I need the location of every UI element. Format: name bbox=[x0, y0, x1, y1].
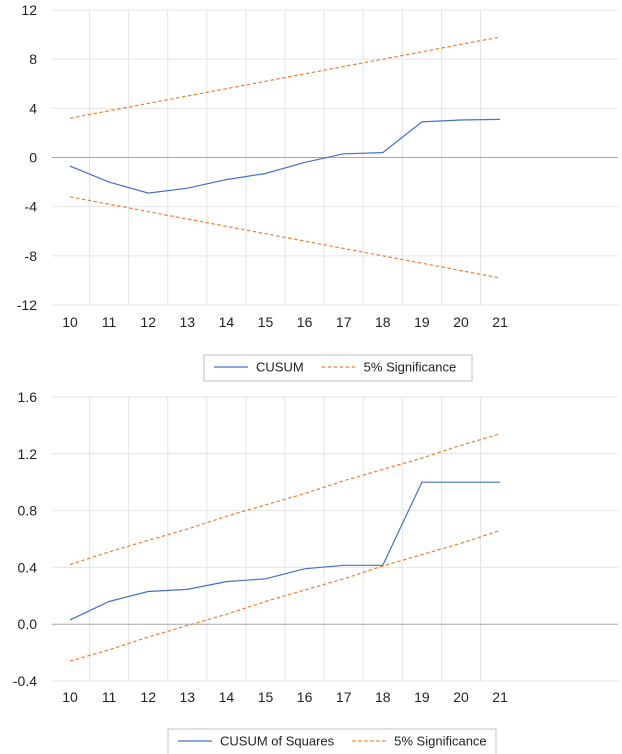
series-line bbox=[69, 118, 501, 194]
y-tick-label: 1.2 bbox=[18, 446, 38, 462]
x-tick-label: 12 bbox=[140, 689, 156, 705]
cusum-of-squares-chart: 1.6 1.2 0.8 0.4 0.0 -0.4 10 11 12 13 14 15 16 17 18 19 2… bbox=[13, 389, 618, 754]
legend-label: 5% Significance bbox=[394, 734, 487, 749]
x-tick-label: 15 bbox=[258, 689, 274, 705]
y-tick-label: 0.4 bbox=[18, 559, 38, 575]
x-tick-label: 20 bbox=[453, 689, 469, 705]
y-tick-label: 0.0 bbox=[18, 616, 38, 632]
x-tick-label: 18 bbox=[375, 689, 391, 705]
y-tick-label: -12 bbox=[17, 297, 37, 313]
y-tick-label: -4 bbox=[25, 199, 38, 215]
series-line bbox=[69, 481, 501, 621]
legend-box bbox=[203, 354, 473, 382]
x-tick-label: 11 bbox=[102, 689, 117, 705]
x-tick-label: 15 bbox=[258, 314, 274, 330]
legend-label: CUSUM of Squares bbox=[220, 734, 335, 749]
x-tick-label: 10 bbox=[62, 689, 78, 705]
x-tick-label: 16 bbox=[297, 314, 313, 330]
x-tick-label: 14 bbox=[219, 314, 235, 330]
x-tick-label: 20 bbox=[453, 314, 469, 330]
x-tick-label: 11 bbox=[102, 314, 117, 330]
x-tick-label: 18 bbox=[375, 314, 391, 330]
significance-bound-line bbox=[69, 36, 501, 119]
y-tick-label: 1.6 bbox=[18, 389, 38, 405]
x-tick-label: 13 bbox=[180, 689, 196, 705]
y-tick-label: 8 bbox=[29, 51, 37, 67]
x-tick-label: 17 bbox=[336, 314, 352, 330]
significance-bound-line bbox=[69, 196, 501, 279]
y-tick-label: 4 bbox=[29, 100, 37, 116]
y-tick-label: 12 bbox=[21, 2, 37, 18]
cusum-chart: 12 8 4 0 -4 -8 -12 10 11 12 13 14 15 16 17 18 19 20 21 CUSU… bbox=[17, 2, 618, 382]
x-tick-label: 17 bbox=[336, 689, 352, 705]
legend-label: 5% Significance bbox=[364, 360, 457, 375]
significance-bound-line bbox=[69, 433, 501, 566]
x-tick-label: 21 bbox=[492, 689, 508, 705]
x-tick-label: 13 bbox=[180, 314, 196, 330]
x-tick-label: 14 bbox=[219, 689, 235, 705]
x-tick-label: 10 bbox=[62, 314, 78, 330]
significance-bound-line bbox=[69, 529, 501, 662]
y-tick-label: -0.4 bbox=[13, 673, 37, 689]
y-tick-label: 0.8 bbox=[18, 503, 38, 519]
y-tick-label: -8 bbox=[25, 248, 38, 264]
x-tick-label: 16 bbox=[297, 689, 313, 705]
x-tick-label: 19 bbox=[414, 314, 430, 330]
legend-label: CUSUM bbox=[256, 360, 304, 375]
legend-box bbox=[167, 728, 497, 754]
y-tick-label: 0 bbox=[29, 150, 37, 166]
x-tick-label: 19 bbox=[414, 689, 430, 705]
x-tick-label: 12 bbox=[140, 314, 156, 330]
x-tick-label: 21 bbox=[492, 314, 508, 330]
